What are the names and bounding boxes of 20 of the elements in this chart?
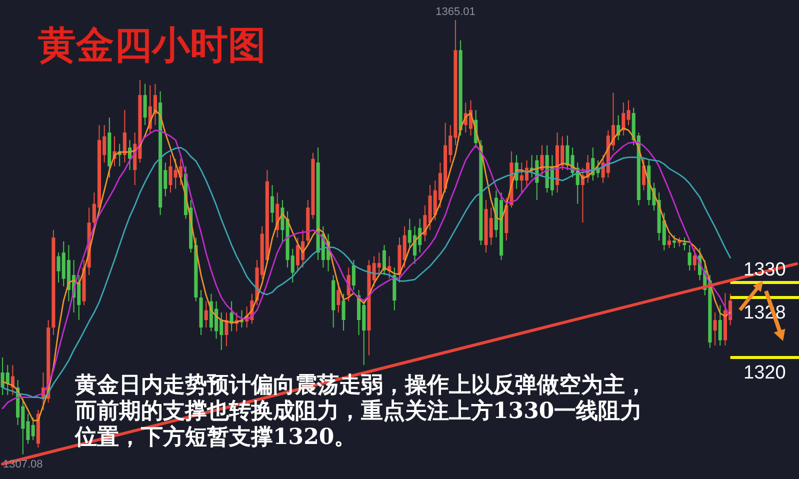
candlestick: [270, 184, 274, 224]
candlestick: [143, 83, 147, 126]
candlestick: [688, 244, 692, 272]
candlestick: [566, 135, 570, 171]
candlestick: [352, 260, 356, 291]
candlestick: [718, 304, 722, 346]
candlestick: [672, 234, 676, 249]
candlestick: [667, 234, 672, 249]
ref-line-label: 1320: [744, 362, 786, 384]
candlestick: [692, 248, 696, 272]
annotation: 1365.01: [436, 6, 476, 18]
candlestick: [122, 110, 126, 164]
candlestick: [713, 312, 717, 346]
annotation: 1307.08: [3, 458, 43, 470]
chart-title: 黄金四小时图: [38, 22, 266, 67]
candlestick: [342, 293, 346, 332]
candlestick: [336, 282, 340, 314]
candlestick: [682, 237, 686, 251]
candlestick: [540, 144, 544, 176]
candlestick: [204, 300, 208, 328]
